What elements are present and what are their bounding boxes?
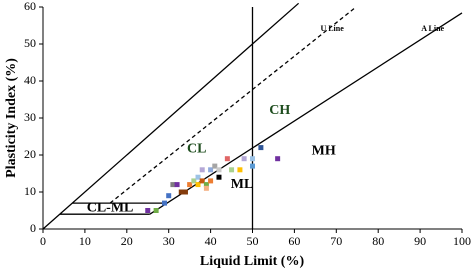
- y-tick-label: 30: [24, 110, 36, 124]
- x-tick-label: 40: [205, 234, 217, 248]
- zone-label: CH: [269, 103, 290, 118]
- data-point: [145, 208, 151, 213]
- zone-label: CL: [187, 142, 206, 157]
- data-point: [241, 156, 247, 162]
- x-tick-label: 30: [163, 234, 175, 248]
- line-label: A Line: [421, 24, 444, 33]
- data-point: [275, 156, 281, 162]
- data-point: [237, 167, 243, 173]
- data-point: [208, 167, 214, 173]
- x-tick-label: 10: [79, 234, 91, 248]
- x-axis-title: Liquid Limit (%): [200, 254, 305, 269]
- data-point: [229, 167, 235, 173]
- x-tick-label: 50: [247, 234, 259, 248]
- reference-line: [109, 6, 357, 204]
- data-point: [199, 178, 205, 184]
- data-point: [182, 189, 188, 195]
- data-point: [258, 145, 264, 151]
- data-point: [195, 182, 201, 188]
- y-tick-label: 0: [30, 221, 36, 235]
- data-point: [153, 208, 159, 213]
- data-point: [250, 163, 255, 169]
- x-tick-label: 80: [372, 234, 384, 248]
- data-point: [250, 156, 255, 162]
- data-point: [166, 193, 172, 199]
- data-point: [187, 182, 193, 188]
- y-tick-label: 20: [24, 147, 36, 161]
- data-point: [174, 182, 180, 188]
- data-point: [162, 200, 168, 206]
- x-tick-label: 70: [330, 234, 342, 248]
- zone-label: ML: [231, 177, 254, 192]
- y-tick-label: 60: [24, 0, 36, 13]
- data-point: [199, 167, 205, 173]
- reference-line: [42, 2, 300, 230]
- x-tick-label: 60: [288, 234, 300, 248]
- y-axis-title: Plasticity Index (%): [4, 58, 19, 178]
- data-point: [203, 182, 209, 188]
- data-point: [212, 163, 218, 169]
- y-tick-label: 40: [24, 73, 36, 87]
- x-tick-label: 100: [453, 234, 471, 248]
- data-point: [224, 156, 230, 162]
- data-point: [191, 178, 197, 184]
- zone-label: CL-ML: [87, 200, 134, 215]
- y-tick-label: 10: [24, 184, 36, 198]
- data-point: [170, 182, 176, 188]
- data-point: [216, 167, 222, 173]
- data-point: [203, 185, 209, 191]
- data-point: [216, 174, 222, 180]
- x-tick-label: 0: [40, 234, 46, 248]
- data-point: [208, 178, 214, 184]
- zone-label: MH: [312, 144, 336, 159]
- x-tick-label: 90: [414, 234, 426, 248]
- data-point: [195, 174, 201, 180]
- y-tick-label: 50: [24, 36, 36, 50]
- data-point: [178, 189, 184, 195]
- line-label: U Line: [320, 24, 344, 33]
- x-tick-label: 20: [121, 234, 133, 248]
